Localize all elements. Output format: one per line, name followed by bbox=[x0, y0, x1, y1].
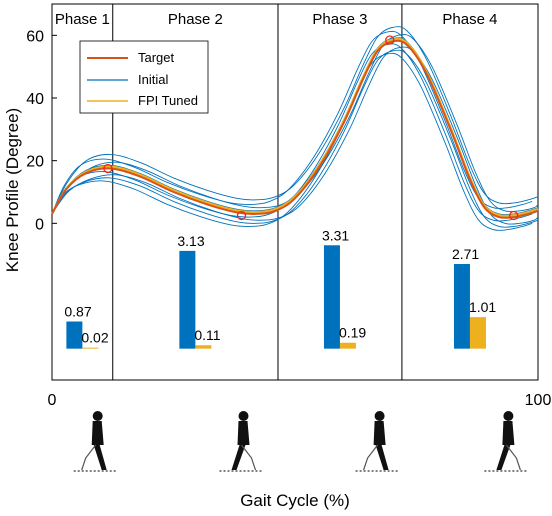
y-tick-label: 20 bbox=[26, 154, 44, 171]
bar-label-initial: 0.87 bbox=[64, 303, 91, 319]
x-tick-label: 100 bbox=[525, 392, 552, 409]
target-marker bbox=[236, 210, 247, 221]
walker-figure bbox=[219, 411, 264, 472]
legend-label-fpi-tuned: FPI Tuned bbox=[138, 93, 198, 108]
walker-head bbox=[374, 411, 385, 421]
x-tick-label: 0 bbox=[48, 392, 57, 409]
walker-leg-swing bbox=[81, 444, 97, 471]
target-line bbox=[51, 39, 539, 219]
walker-figure bbox=[484, 411, 529, 472]
y-tick-label: 0 bbox=[35, 216, 44, 233]
walker-figure bbox=[355, 411, 400, 472]
walker-leg-stance bbox=[93, 445, 107, 470]
walker-torso bbox=[373, 421, 386, 445]
phase-label: Phase 2 bbox=[168, 11, 223, 28]
walker-leg-swing bbox=[363, 444, 379, 471]
y-axis-ticks: 0 20 40 60 bbox=[26, 28, 57, 233]
walker-torso bbox=[91, 421, 104, 445]
bar-tuned bbox=[195, 345, 212, 349]
bar-label-initial: 3.13 bbox=[177, 233, 204, 249]
phase-label: Phase 1 bbox=[55, 11, 110, 28]
bar-label-initial: 3.31 bbox=[322, 227, 349, 243]
bar-tuned bbox=[82, 347, 99, 349]
phase-label: Phase 4 bbox=[442, 11, 497, 28]
legend-label-target: Target bbox=[138, 50, 175, 65]
legend-label-initial: Initial bbox=[138, 72, 168, 87]
plot-area: Phase 1 Phase 2 Phase 3 Phase 4 0.87 0.02 3.1… bbox=[26, 3, 552, 409]
y-tick-label: 40 bbox=[26, 91, 44, 108]
x-axis-label: Gait Cycle (%) bbox=[240, 491, 350, 510]
bar-tuned bbox=[469, 317, 486, 349]
phase-labels: Phase 1 Phase 2 Phase 3 Phase 4 bbox=[55, 11, 498, 28]
walker-leg-swing bbox=[241, 444, 257, 471]
y-tick-label: 60 bbox=[26, 28, 44, 45]
bar-label-tuned: 0.19 bbox=[339, 325, 366, 341]
bar-label-tuned: 0.11 bbox=[194, 327, 220, 343]
initial-line bbox=[51, 26, 539, 215]
bar-label-tuned: 1.01 bbox=[469, 299, 496, 315]
target-marker bbox=[103, 163, 113, 174]
walker-leg-stance bbox=[231, 445, 246, 470]
walker-leg-stance bbox=[375, 445, 389, 470]
bar-initial bbox=[66, 321, 83, 349]
target-series bbox=[51, 39, 539, 219]
walker-torso bbox=[502, 421, 515, 445]
initial-series bbox=[51, 26, 539, 231]
walker-head bbox=[92, 411, 103, 421]
target-markers bbox=[103, 35, 519, 221]
bar-tuned bbox=[339, 342, 356, 349]
walker-leg-swing bbox=[505, 444, 521, 471]
bar-initial bbox=[453, 264, 470, 349]
walker-figure bbox=[73, 411, 118, 472]
walker-leg-stance bbox=[496, 445, 511, 470]
walker-figures bbox=[73, 411, 529, 472]
bar-initial bbox=[323, 245, 340, 349]
x-axis-ticks: 0 100 bbox=[48, 392, 552, 409]
target-marker bbox=[385, 35, 395, 45]
y-axis-label: Knee Profile (Degree) bbox=[3, 108, 22, 272]
initial-line bbox=[51, 49, 539, 228]
walker-torso bbox=[237, 421, 250, 445]
initial-line bbox=[51, 43, 533, 222]
bar-initial bbox=[179, 250, 196, 349]
walker-head bbox=[238, 411, 249, 421]
initial-line bbox=[51, 34, 539, 215]
bar-label-initial: 2.71 bbox=[452, 246, 479, 262]
legend: Target Initial FPI Tuned bbox=[79, 40, 209, 114]
error-bars: 0.87 0.02 3.13 0.11 3.31 0.19 2.71 1.01 bbox=[64, 227, 496, 349]
bar-label-tuned: 0.02 bbox=[81, 330, 108, 346]
target-marker bbox=[509, 210, 519, 221]
phase-label: Phase 3 bbox=[312, 11, 367, 28]
walker-head bbox=[503, 411, 514, 421]
